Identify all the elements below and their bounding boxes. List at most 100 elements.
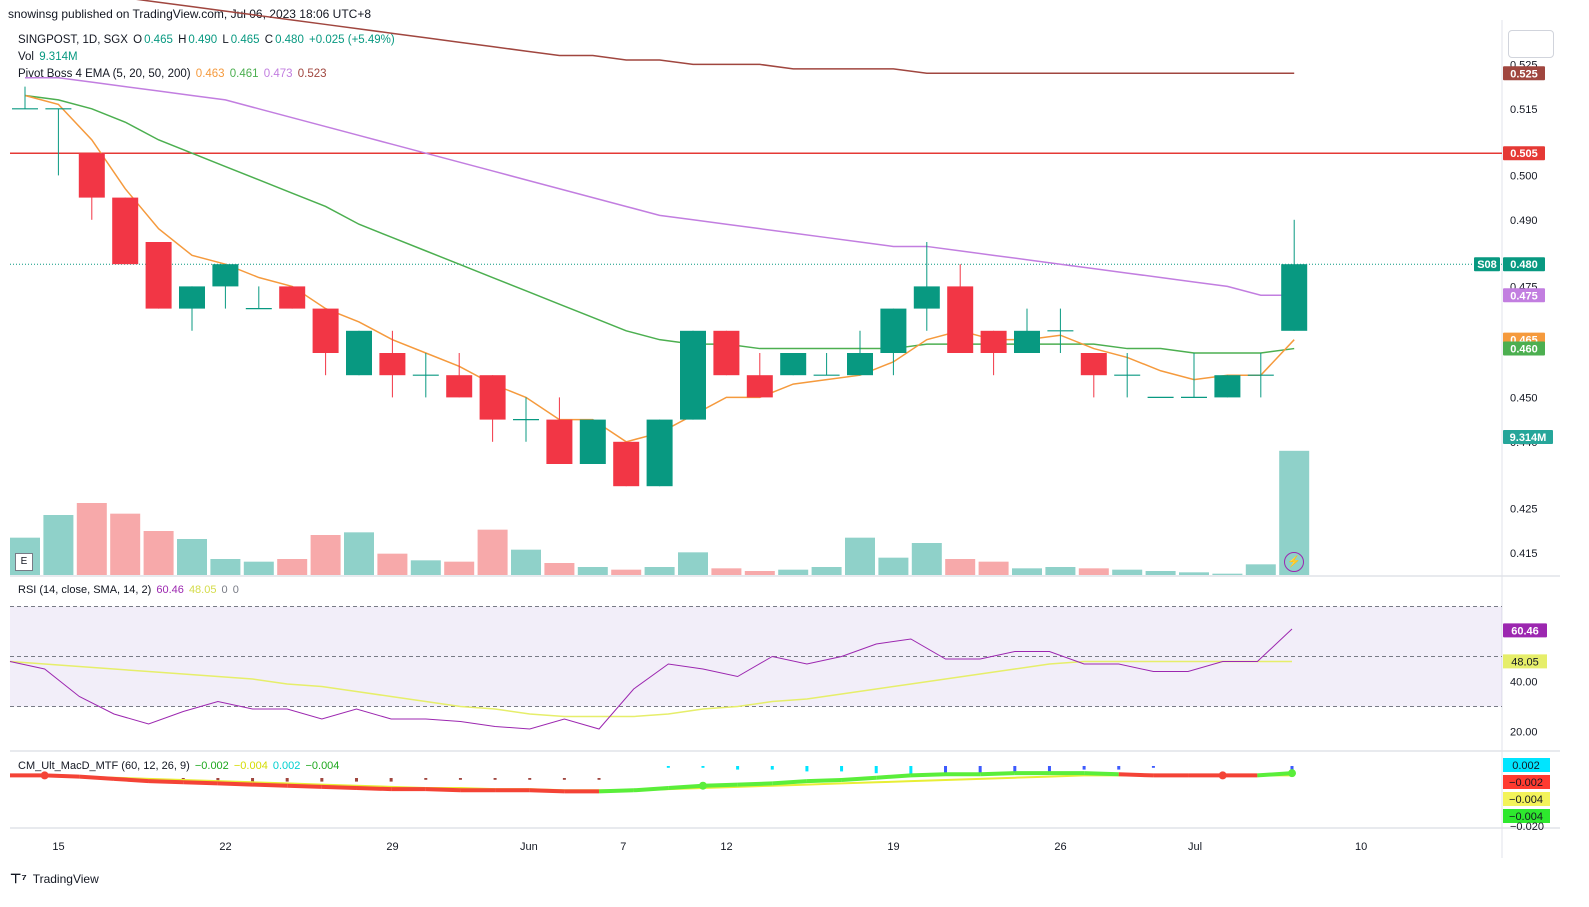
- volume-bar: [611, 569, 642, 575]
- volume-bar: [811, 567, 842, 575]
- rsi-v3: 0: [221, 584, 228, 596]
- price-badge-bg: [1503, 341, 1545, 356]
- time-tick: Jun: [520, 841, 538, 853]
- macd-badge: −0.004: [1509, 794, 1543, 806]
- macd-line-segment: [44, 773, 80, 779]
- macd-histogram-bar: [528, 778, 532, 780]
- volume-bar: [1012, 568, 1042, 575]
- volume-bar: [778, 569, 809, 575]
- macd-line-segment: [321, 784, 357, 790]
- macd-line-segment: [1118, 772, 1154, 778]
- candle-body: [847, 353, 873, 376]
- volume-bar: [845, 537, 875, 575]
- bolt-icon[interactable]: ⚡: [1284, 552, 1304, 572]
- rsi-label: RSI (14, close, SMA, 14, 2): [18, 584, 152, 596]
- volume-bar: [110, 513, 141, 575]
- macd-line-segment: [668, 783, 704, 790]
- ema-legend[interactable]: Pivot Boss 4 EMA (5, 20, 50, 200) 0.463 …: [18, 68, 329, 80]
- macd-line-segment: [217, 781, 253, 787]
- ema200-value: 0.523: [297, 68, 327, 80]
- macd-histogram-bar: [770, 766, 774, 770]
- volume-bar: [945, 559, 976, 575]
- macd-line-segment: [633, 786, 669, 793]
- high-label: H: [178, 34, 187, 46]
- rsi-legend[interactable]: RSI (14, close, SMA, 14, 2) 60.46 48.05 …: [18, 584, 241, 596]
- price-badge: 0.505: [1510, 148, 1538, 160]
- volume-bar: [43, 515, 74, 575]
- low-value: 0.465: [230, 34, 260, 46]
- macd-histogram-bar: [597, 778, 601, 780]
- macd-cross-dot: [698, 781, 707, 790]
- ema-label: Pivot Boss 4 EMA (5, 20, 50, 200): [18, 68, 191, 80]
- candle-body: [1214, 375, 1241, 398]
- publish-line: snowinsg published on TradingView.com, J…: [8, 7, 372, 21]
- volume-bar: [878, 557, 909, 575]
- macd-label: CM_Ult_MacD_MTF (60, 12, 26, 9): [18, 760, 190, 772]
- volume-bar: [76, 503, 107, 575]
- macd-histogram-bar: [701, 766, 705, 768]
- time-tick: 12: [720, 841, 732, 853]
- volume-bar: [243, 561, 274, 575]
- scale-settings-box[interactable]: [1508, 30, 1554, 58]
- macd-line-segment: [737, 781, 773, 787]
- macd-v4: −0.004: [305, 760, 340, 772]
- time-tick: 10: [1355, 841, 1367, 853]
- macd-badge-bg: [1503, 758, 1550, 772]
- macd-badge-bg: [1503, 792, 1550, 806]
- price-badge-bg: [1503, 66, 1545, 81]
- macd-line-segment: [425, 787, 461, 793]
- candle-body: [579, 419, 606, 464]
- volume-badge: 9.314M: [1510, 432, 1547, 444]
- tv-logo-icon: ⊤⁷: [10, 871, 27, 886]
- macd-histogram-bar: [1290, 766, 1294, 770]
- volume-badge-bg: [1503, 430, 1553, 444]
- macd-histogram-bar: [389, 778, 393, 782]
- volume-bar: [711, 568, 742, 575]
- macd-badge-bg: [1503, 775, 1550, 789]
- volume-bar: [978, 561, 1009, 575]
- candle-body: [1080, 353, 1107, 376]
- macd-v3: 0.002: [272, 760, 301, 772]
- price-badge: 0.460: [1510, 344, 1538, 356]
- volume-legend[interactable]: Vol 9.314M: [18, 51, 80, 63]
- price-badge: 0.475: [1510, 290, 1538, 302]
- ema20-value: 0.461: [229, 68, 259, 80]
- price-tick: 0.425: [1510, 503, 1538, 515]
- volume-bar: [544, 563, 575, 575]
- candle-body: [112, 197, 139, 265]
- macd-line-segment: [252, 782, 288, 788]
- price-tick: 0.500: [1510, 170, 1538, 182]
- macd-histogram-bar: [424, 778, 428, 780]
- candle-body: [78, 153, 105, 198]
- time-tick: 15: [52, 841, 64, 853]
- candle-body: [947, 286, 974, 353]
- high-value: 0.490: [188, 34, 218, 46]
- macd-histogram-bar: [562, 778, 566, 780]
- time-tick: 26: [1054, 841, 1066, 853]
- volume-bar: [377, 553, 408, 575]
- volume-bar: [1245, 564, 1276, 575]
- symbol-legend[interactable]: SINGPOST, 1D, SGX O 0.465 H 0.490 L 0.465 C…: [18, 34, 397, 46]
- macd-histogram-bar: [909, 766, 913, 775]
- macd-cross-dot: [1288, 769, 1296, 778]
- rsi-badge: 60.46: [1511, 625, 1539, 637]
- ema5-value: 0.463: [195, 68, 225, 80]
- macd-histogram-bar: [840, 766, 844, 772]
- events-button[interactable]: E: [15, 553, 33, 571]
- price-badge: 0.480: [1510, 259, 1538, 271]
- candle-body: [1014, 330, 1040, 353]
- volume-bar: [1078, 568, 1109, 575]
- macd-histogram-bar: [458, 778, 462, 780]
- macd-v1: −0.002: [194, 760, 229, 772]
- candle-body: [212, 264, 239, 287]
- candle-body: [780, 353, 807, 376]
- price-badge-symbol: S08: [1477, 259, 1497, 271]
- price-badge-bg: [1503, 257, 1545, 272]
- macd-badge: −0.002: [1509, 777, 1543, 789]
- macd-tick: −0.020: [1510, 821, 1544, 833]
- tradingview-logo[interactable]: ⊤⁷ TradingView: [10, 871, 99, 887]
- macd-histogram-bar: [493, 778, 497, 780]
- candle-body: [312, 308, 339, 353]
- macd-legend[interactable]: CM_Ult_MacD_MTF (60, 12, 26, 9) −0.002 −…: [18, 760, 341, 772]
